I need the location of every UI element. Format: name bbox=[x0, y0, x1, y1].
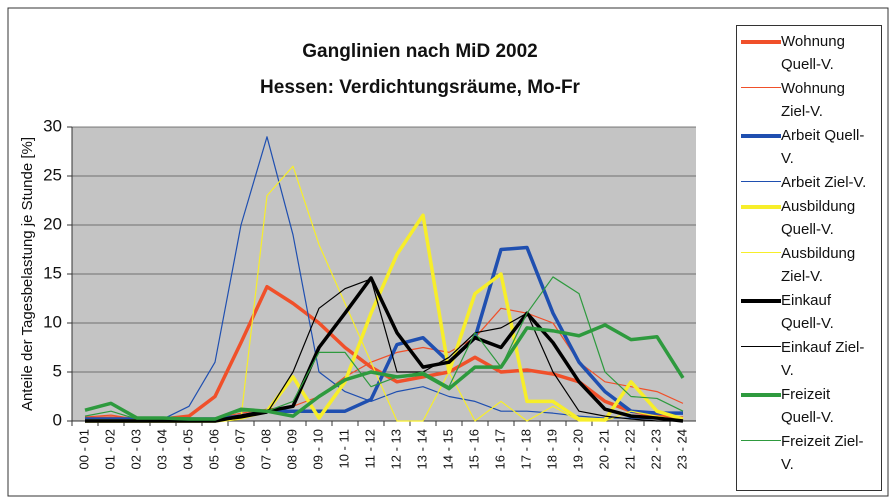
legend-item: Wohnung Ziel-V. bbox=[741, 77, 881, 123]
x-tick-label: 00 - 01 bbox=[76, 429, 91, 469]
x-tick-label: 14 - 15 bbox=[440, 429, 455, 469]
legend-label: Ausbildung Ziel-V. bbox=[781, 245, 856, 285]
x-tick-label: 07 - 08 bbox=[258, 429, 273, 469]
x-tick-label: 08 - 09 bbox=[284, 429, 299, 469]
legend-label: Freizeit Quell-V. bbox=[781, 386, 834, 426]
legend-label: Einkauf Quell-V. bbox=[781, 292, 834, 332]
chart-subtitle: Hessen: Verdichtungsräume, Mo-Fr bbox=[260, 77, 581, 98]
legend-item: Ausbildung Ziel-V. bbox=[741, 242, 881, 288]
legend: Wohnung Quell-V. Wohnung Ziel-V. Arbeit Qu… bbox=[736, 25, 882, 491]
y-tick-label: 15 bbox=[43, 263, 62, 282]
x-tick-label: 11 - 12 bbox=[362, 429, 377, 469]
x-tick-label: 06 - 07 bbox=[232, 429, 247, 469]
x-tick-label: 05 - 06 bbox=[206, 429, 221, 469]
legend-swatch bbox=[741, 87, 781, 89]
y-tick-label: 5 bbox=[53, 361, 62, 380]
y-axis-label: Anteile der Tagesbelastung je Stunde [%] bbox=[19, 137, 36, 411]
y-tick-label: 10 bbox=[43, 312, 62, 331]
x-tick-label: 23 - 24 bbox=[674, 429, 689, 469]
x-tick-label: 18 - 19 bbox=[544, 429, 559, 469]
legend-swatch bbox=[741, 393, 781, 397]
legend-swatch bbox=[741, 181, 781, 183]
legend-item: Freizeit Quell-V. bbox=[741, 383, 881, 429]
legend-label: Freizeit Ziel-V. bbox=[781, 433, 864, 473]
legend-label: Arbeit Ziel-V. bbox=[781, 174, 867, 191]
legend-item: Einkauf Ziel-V. bbox=[741, 336, 881, 382]
x-tick-label: 21 - 22 bbox=[622, 429, 637, 469]
y-tick-label: 30 bbox=[43, 116, 62, 135]
x-tick-label: 15 - 16 bbox=[466, 429, 481, 469]
legend-swatch bbox=[741, 252, 781, 254]
legend-swatch bbox=[741, 134, 781, 138]
y-tick-label: 20 bbox=[43, 214, 62, 233]
series-line bbox=[85, 278, 683, 422]
legend-label: Einkauf Ziel-V. bbox=[781, 339, 865, 379]
x-tick-label: 02 - 03 bbox=[128, 429, 143, 469]
series-line bbox=[84, 276, 684, 420]
chart-title: Ganglinien nach MiD 2002 bbox=[302, 41, 537, 62]
legend-label: Wohnung Quell-V. bbox=[781, 33, 845, 73]
legend-item: Arbeit Ziel-V. bbox=[741, 171, 881, 194]
x-tick-label: 17 - 18 bbox=[518, 429, 533, 469]
x-tick-label: 03 - 04 bbox=[154, 429, 169, 469]
legend-swatch bbox=[741, 299, 781, 303]
legend-label: Wohnung Ziel-V. bbox=[781, 80, 845, 120]
x-tick-label: 20 - 21 bbox=[596, 429, 611, 469]
legend-item: Einkauf Quell-V. bbox=[741, 289, 881, 335]
x-tick-label: 01 - 02 bbox=[102, 429, 117, 469]
legend-label: Arbeit Quell-V. bbox=[781, 127, 865, 167]
x-tick-label: 19 - 20 bbox=[570, 429, 585, 469]
legend-swatch bbox=[741, 40, 781, 44]
legend-item: Ausbildung Quell-V. bbox=[741, 195, 881, 241]
legend-item: Wohnung Quell-V. bbox=[741, 30, 881, 76]
y-tick-label: 25 bbox=[43, 165, 62, 184]
series-line bbox=[85, 136, 683, 420]
legend-item: Arbeit Quell-V. bbox=[741, 124, 881, 170]
x-tick-label: 13 - 14 bbox=[414, 429, 429, 469]
x-tick-label: 12 - 13 bbox=[388, 429, 403, 469]
legend-swatch bbox=[741, 440, 781, 442]
chart-frame bbox=[7, 7, 889, 497]
legend-item: Freizeit Ziel-V. bbox=[741, 430, 881, 476]
x-tick-label: 04 - 05 bbox=[180, 429, 195, 469]
legend-swatch bbox=[741, 205, 781, 209]
x-tick-label: 22 - 23 bbox=[648, 429, 663, 469]
x-tick-label: 10 - 11 bbox=[336, 429, 351, 469]
x-tick-label: 09 - 10 bbox=[310, 429, 325, 469]
y-tick-label: 0 bbox=[53, 410, 62, 429]
x-tick-label: 16 - 17 bbox=[492, 429, 507, 469]
legend-swatch bbox=[741, 346, 781, 348]
legend-label: Ausbildung Quell-V. bbox=[781, 198, 856, 238]
